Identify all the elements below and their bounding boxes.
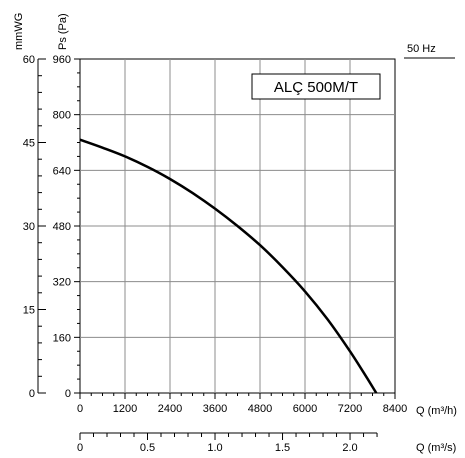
mmwg-tick-label: 60 <box>23 54 35 66</box>
pa-tick-label: 800 <box>53 110 71 122</box>
mmwg-tick-label: 0 <box>29 388 35 400</box>
pa-tick-label: 0 <box>65 388 71 400</box>
qs-tick-label: 2.0 <box>342 442 357 454</box>
tick-labels: 0 160 320 480 640 800 960 0 15 30 45 60 0 1200 2400 360… <box>23 54 407 454</box>
qh-tick-label: 4800 <box>248 403 272 415</box>
mmwg-tick-label: 15 <box>23 305 35 317</box>
qh-tick-label: 0 <box>77 403 83 415</box>
qh-tick-label: 7200 <box>338 403 362 415</box>
pa-tick-label: 160 <box>53 332 71 344</box>
y-axis-mmwg-label: mmWG <box>13 13 25 50</box>
qh-tick-label: 3600 <box>203 403 227 415</box>
frequency-label: 50 Hz <box>407 43 436 55</box>
mmwg-tick-label: 30 <box>23 221 35 233</box>
model-label: ALÇ 500M/T <box>274 79 358 96</box>
mmwg-tick-label: 45 <box>23 138 35 150</box>
qs-tick-label: 1.0 <box>207 442 222 454</box>
y-axis-pa-label: Ps (Pa) <box>57 13 69 50</box>
pa-tick-label: 480 <box>53 221 71 233</box>
pa-tick-label: 320 <box>53 277 71 289</box>
qs-tick-label: 1.5 <box>275 442 290 454</box>
x-axis-m3s-label: Q (m³/s) <box>416 442 456 454</box>
performance-curve <box>79 138 378 394</box>
qs-tick-label: 0.5 <box>140 442 155 454</box>
qh-tick-label: 6000 <box>293 403 317 415</box>
qh-tick-label: 2400 <box>158 403 182 415</box>
x-axis-m3h-label: Q (m³/h) <box>416 405 457 417</box>
qh-tick-label: 1200 <box>113 403 137 415</box>
pa-tick-label: 640 <box>53 165 71 177</box>
model-label-box <box>251 73 381 100</box>
qh-tick-label: 8400 <box>383 403 407 415</box>
ticks <box>38 58 396 440</box>
pa-tick-label: 960 <box>53 54 71 66</box>
qs-tick-label: 0 <box>77 442 83 454</box>
